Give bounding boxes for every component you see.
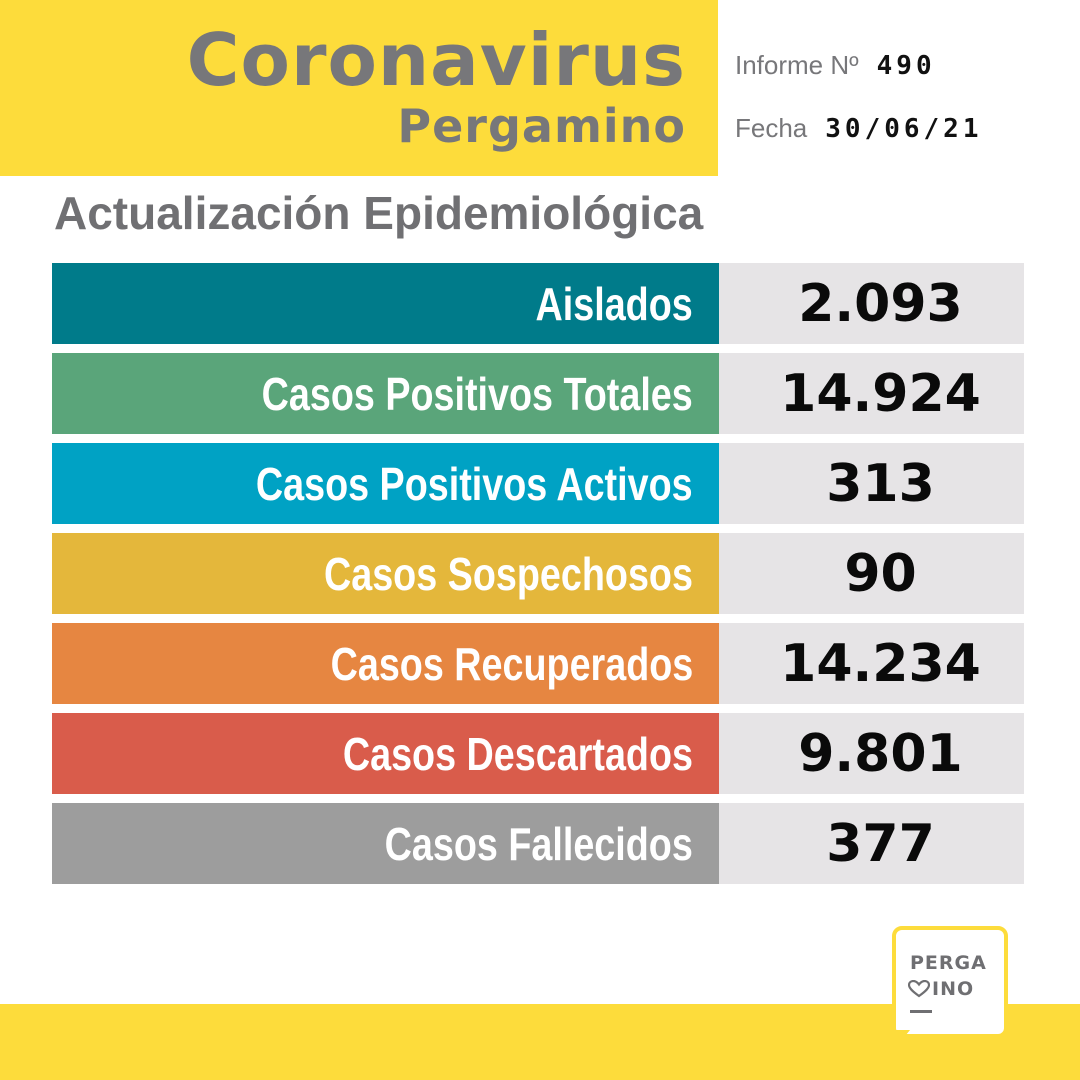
stat-label: Casos Positivos Activos xyxy=(52,443,719,524)
stat-label: Casos Positivos Totales xyxy=(52,353,719,434)
date-value: 30/06/21 xyxy=(825,114,983,144)
stats-table: Aislados 2.093 Casos Positivos Totales 1… xyxy=(52,263,1024,893)
stat-row-positivos-activos: Casos Positivos Activos 313 xyxy=(52,443,1024,524)
logo-speech-tail xyxy=(892,1030,910,1052)
report-number: 490 xyxy=(876,51,936,81)
stat-value: 90 xyxy=(719,533,1024,614)
stat-label: Casos Recuperados xyxy=(52,623,719,704)
stat-label: Casos Fallecidos xyxy=(52,803,719,884)
date-row: Fecha 30/06/21 xyxy=(735,113,983,144)
stat-row-aislados: Aislados 2.093 xyxy=(52,263,1024,344)
stat-label: Casos Sospechosos xyxy=(52,533,719,614)
stat-value: 14.234 xyxy=(719,623,1024,704)
stat-row-positivos-totales: Casos Positivos Totales 14.924 xyxy=(52,353,1024,434)
page-title: Coronavirus xyxy=(186,18,686,102)
stat-label: Casos Descartados xyxy=(52,713,719,794)
stat-row-descartados: Casos Descartados 9.801 xyxy=(52,713,1024,794)
stat-row-sospechosos: Casos Sospechosos 90 xyxy=(52,533,1024,614)
logo-text-line2: INO xyxy=(932,978,975,1000)
date-label: Fecha xyxy=(735,113,808,143)
section-title: Actualización Epidemiológica xyxy=(54,187,704,239)
stat-value: 9.801 xyxy=(719,713,1024,794)
logo-underline xyxy=(910,1010,932,1013)
stat-row-recuperados: Casos Recuperados 14.234 xyxy=(52,623,1024,704)
stat-value: 14.924 xyxy=(719,353,1024,434)
stat-row-fallecidos: Casos Fallecidos 377 xyxy=(52,803,1024,884)
stat-value: 377 xyxy=(719,803,1024,884)
pergamino-logo: PERGA INO xyxy=(892,926,1008,1038)
stat-label: Aislados xyxy=(52,263,719,344)
header-band xyxy=(0,0,718,176)
report-number-row: Informe Nº 490 xyxy=(735,50,936,81)
page-subtitle: Pergamino xyxy=(397,99,686,153)
stat-value: 313 xyxy=(719,443,1024,524)
report-label: Informe Nº xyxy=(735,50,859,80)
logo-text-line1: PERGA xyxy=(910,952,987,974)
stat-value: 2.093 xyxy=(719,263,1024,344)
heart-icon xyxy=(908,980,930,998)
